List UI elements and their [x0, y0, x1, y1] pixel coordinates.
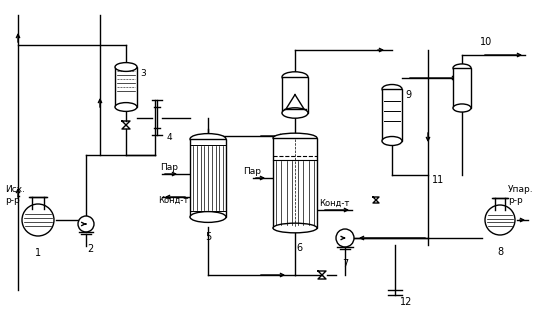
Text: Исх.
р-р: Исх. р-р: [5, 185, 25, 205]
Ellipse shape: [382, 137, 402, 146]
Circle shape: [485, 205, 515, 235]
Text: Упар.
р-р: Упар. р-р: [508, 185, 534, 205]
Ellipse shape: [115, 63, 137, 71]
Text: Пар: Пар: [160, 163, 178, 172]
Text: 12: 12: [400, 297, 412, 307]
Ellipse shape: [273, 223, 317, 233]
Text: 4: 4: [167, 133, 173, 142]
Ellipse shape: [115, 103, 137, 111]
Text: 6: 6: [296, 243, 302, 253]
Ellipse shape: [382, 84, 402, 93]
Ellipse shape: [282, 72, 308, 82]
Text: 3: 3: [140, 68, 146, 77]
Text: 10: 10: [480, 37, 492, 47]
Bar: [282, 77, 308, 113]
Text: 9: 9: [405, 90, 411, 100]
Bar: [453, 68, 471, 108]
Circle shape: [336, 229, 354, 247]
Bar: [190, 139, 226, 217]
Text: Конд-т: Конд-т: [319, 198, 349, 207]
Circle shape: [22, 204, 54, 236]
Bar: [273, 138, 317, 228]
Text: 8: 8: [497, 247, 503, 257]
Text: 5: 5: [205, 232, 211, 242]
Text: Пар: Пар: [243, 166, 261, 175]
Text: Конд-т: Конд-т: [158, 196, 188, 204]
Ellipse shape: [453, 64, 471, 72]
Bar: [115, 67, 137, 107]
Ellipse shape: [453, 104, 471, 112]
Text: 1: 1: [35, 248, 41, 258]
Text: 7: 7: [342, 259, 348, 269]
Circle shape: [78, 216, 94, 232]
Bar: [382, 89, 402, 141]
Ellipse shape: [190, 134, 226, 144]
Ellipse shape: [273, 133, 317, 143]
Text: 11: 11: [432, 175, 444, 185]
Text: 2: 2: [87, 244, 93, 254]
Ellipse shape: [190, 212, 226, 222]
Ellipse shape: [282, 108, 308, 118]
